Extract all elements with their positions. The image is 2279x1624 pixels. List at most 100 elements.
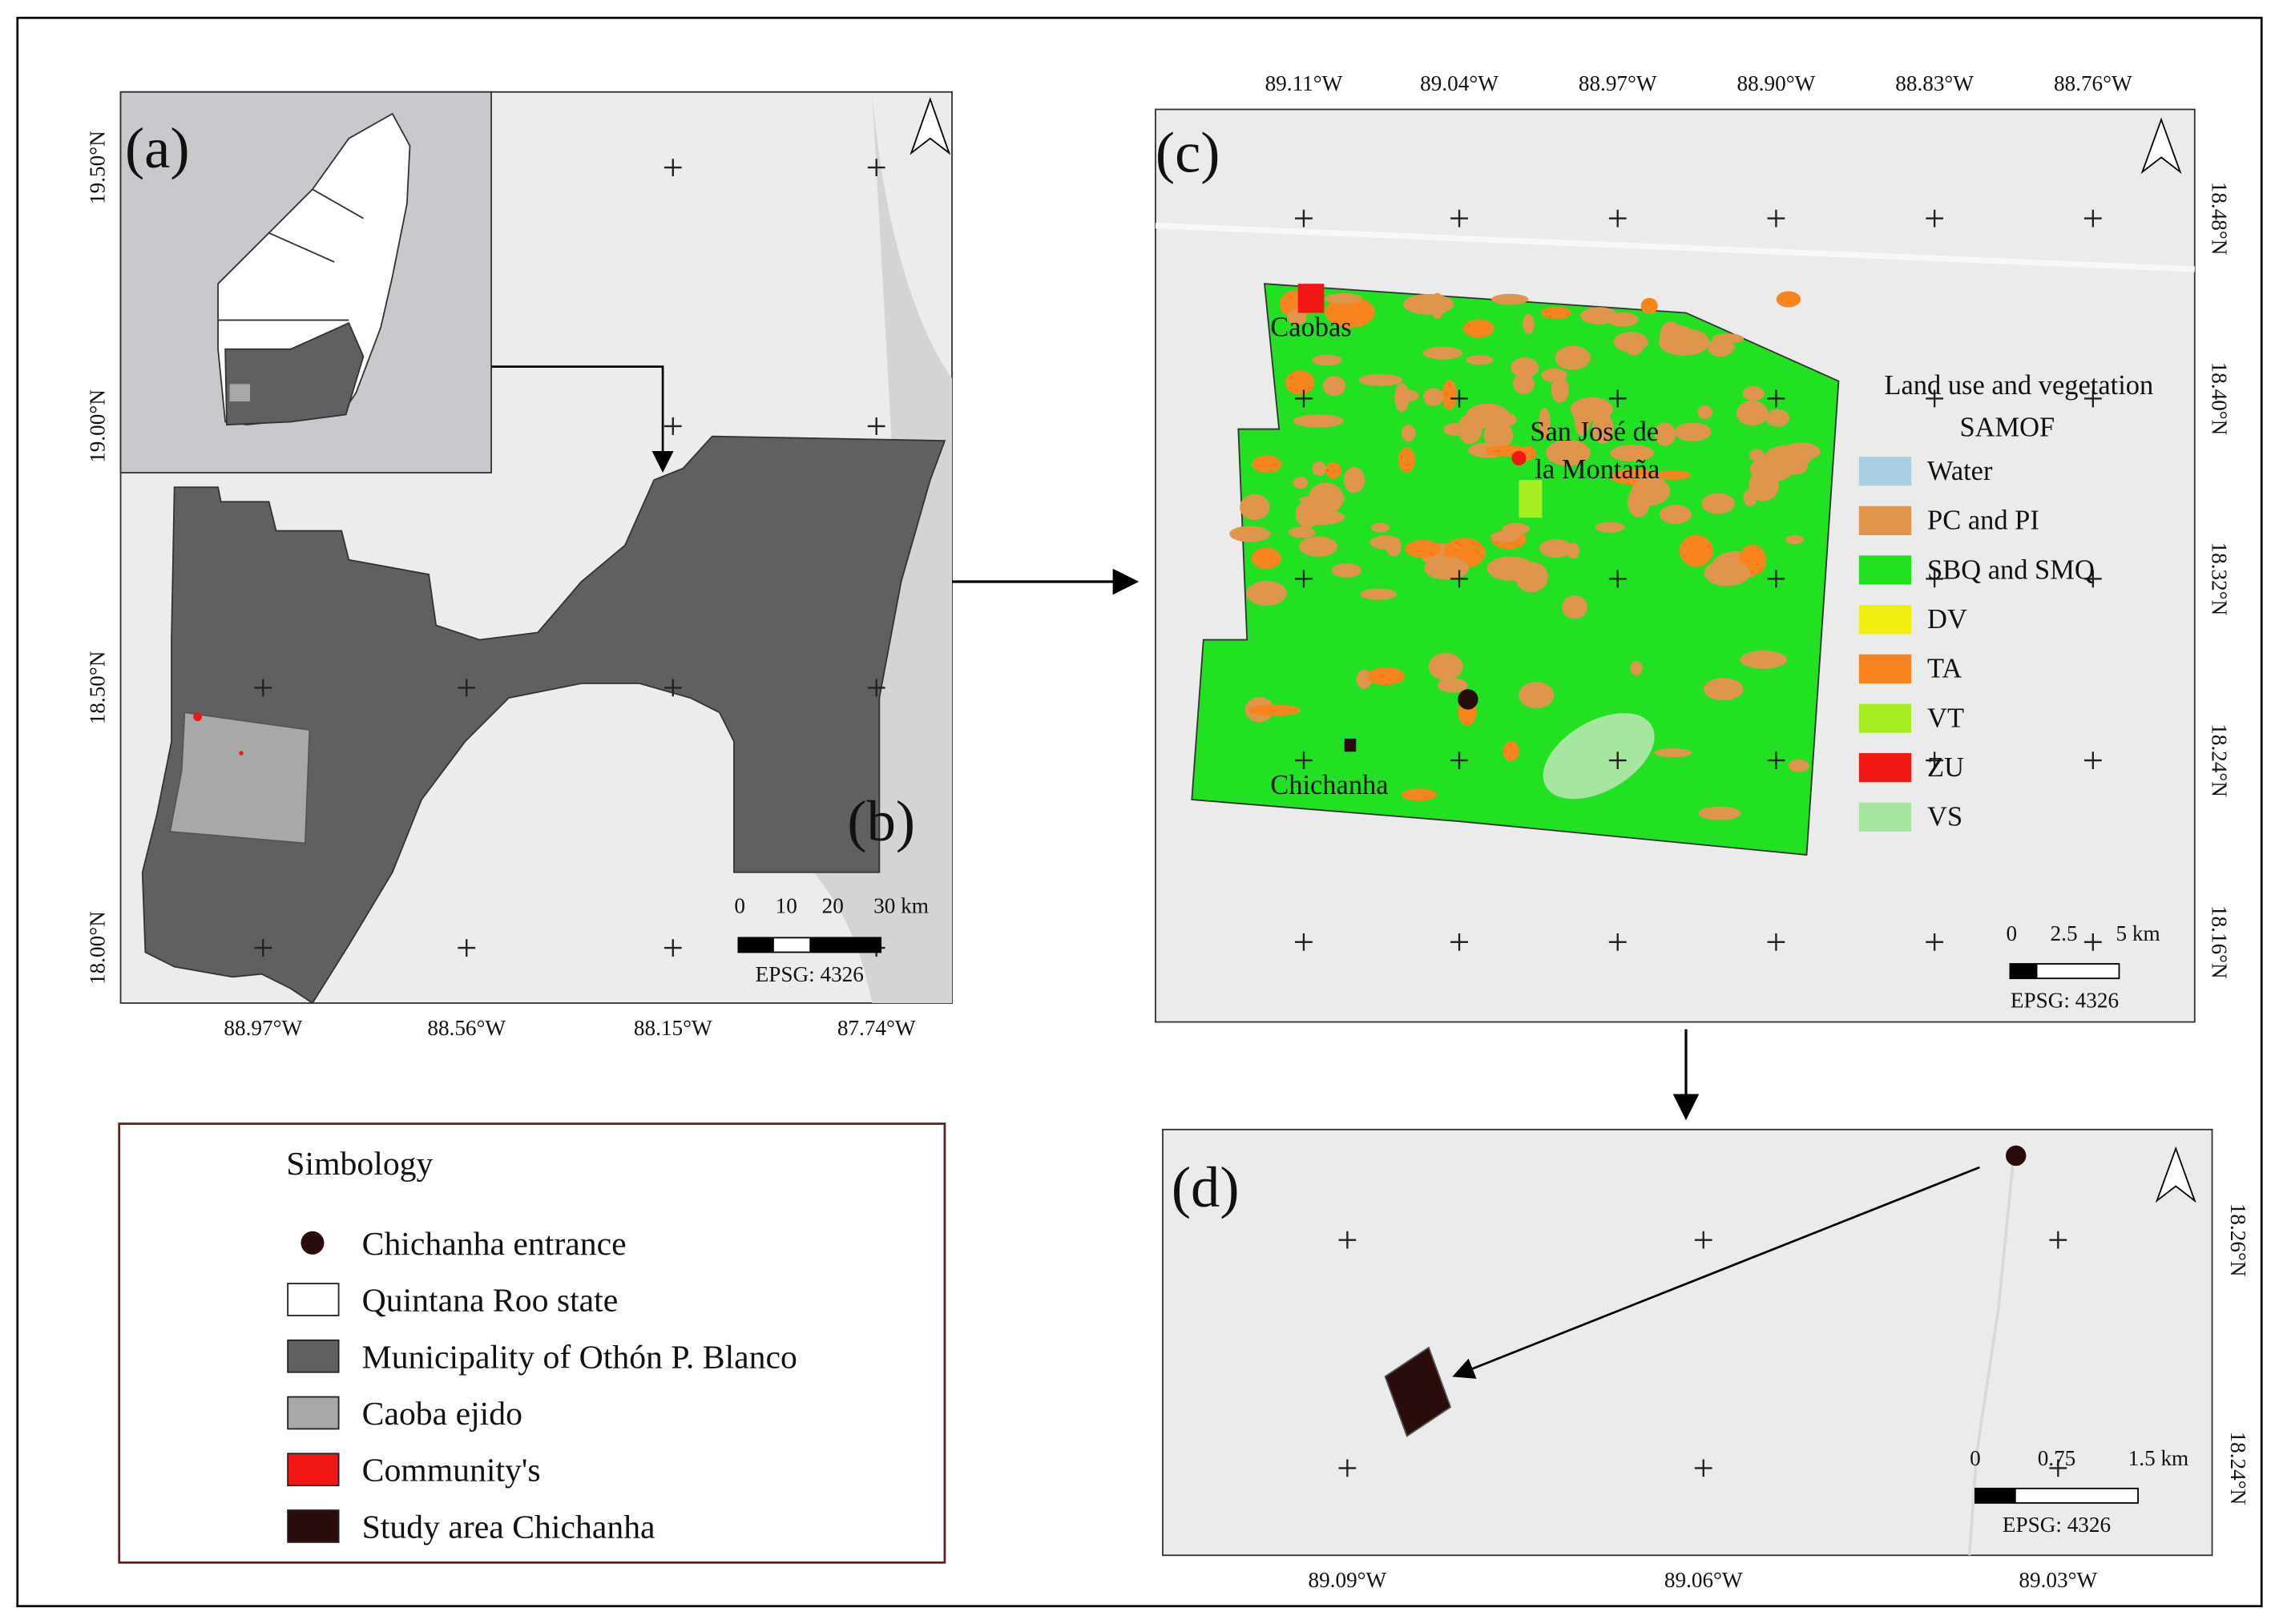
legend-swatch (1858, 654, 1912, 683)
landuse-patch (1776, 291, 1801, 308)
legend-swatch (1858, 802, 1912, 832)
landuse-patch (1401, 425, 1416, 442)
landuse-patch (1674, 422, 1712, 441)
landuse-patch (1293, 414, 1344, 428)
landuse-patch (1765, 409, 1790, 427)
landuse-patch (1658, 328, 1710, 356)
landuse-patch (1360, 588, 1397, 600)
crs-label: EPSG: 4326 (2003, 1513, 2111, 1537)
arrow (491, 365, 674, 473)
landuse-patch (1423, 388, 1444, 406)
landuse-patch (1240, 494, 1270, 521)
lon-label: 89.09°W (1309, 1568, 1387, 1592)
landuse-patch (1325, 296, 1375, 328)
simbology-label: Quintana Roo state (362, 1283, 619, 1320)
landuse-patch (1785, 535, 1805, 545)
landuse-patch (1405, 539, 1442, 558)
grid-cross (2083, 752, 2102, 769)
grid-cross (1295, 209, 1313, 228)
landuse-patch (1458, 413, 1482, 445)
grid-cross (1926, 933, 1944, 951)
landuse-patch (1640, 297, 1658, 315)
landuse-patch (1555, 345, 1591, 370)
landuse-patch (1503, 740, 1519, 762)
landuse-patch (1697, 405, 1713, 419)
grid-cross (1608, 389, 1627, 408)
lat-label: 18.26°N (2226, 1203, 2250, 1277)
landuse-patch (1386, 536, 1402, 557)
landuse-patch (1742, 386, 1765, 401)
legend-label: ZU (1927, 752, 1964, 783)
landuse-patch (1293, 477, 1309, 490)
municipality (141, 435, 946, 1005)
simbology-label: Caoba ejido (362, 1396, 522, 1433)
landuse-patch (1325, 292, 1362, 304)
grid-cross (1926, 209, 1944, 228)
lon-label: 87.74°W (837, 1016, 916, 1040)
grid-cross (1608, 752, 1627, 769)
landuse-patch (1402, 293, 1454, 315)
grid-cross (1295, 752, 1313, 769)
legend-label: DV (1927, 604, 1967, 635)
panel-label: (d) (1172, 1155, 1240, 1219)
grid-cross (1608, 209, 1627, 228)
grid-cross (1338, 1459, 1357, 1477)
panel-label: (b) (847, 788, 915, 853)
symbol (287, 1453, 340, 1487)
north-arrow (2140, 117, 2182, 175)
study-area (1344, 738, 1357, 752)
entrance (2006, 1145, 2027, 1167)
landuse-patch (1246, 580, 1287, 606)
landuse-patch (1591, 413, 1614, 444)
landuse-patch (1358, 373, 1403, 386)
scale-label: 5 km (2116, 921, 2160, 945)
scale-label: 0 (2006, 921, 2017, 945)
landuse-patch (1370, 522, 1390, 533)
landuse-patch (1252, 455, 1282, 473)
lon-label: 88.83°W (1895, 71, 1974, 95)
inset-ejido (229, 384, 250, 402)
landuse-patch (1484, 445, 1533, 457)
landuse-patch (1462, 319, 1494, 338)
simbology-label: Chichanha entrance (362, 1226, 627, 1263)
landuse-patch (1442, 380, 1457, 410)
legend-swatch (1858, 703, 1912, 733)
grid-cross (1767, 933, 1785, 951)
place-label: San José de (1530, 417, 1659, 447)
scale-bar (809, 937, 881, 953)
place-label: Chichanha (1270, 770, 1388, 800)
legend-label: PC and PI (1927, 506, 2039, 536)
landuse-patch (1698, 806, 1741, 820)
lat-label: 18.24°N (2226, 1432, 2250, 1505)
landuse-patches (1229, 290, 1821, 820)
landuse-patch (1631, 476, 1671, 506)
landuse-patch (1401, 788, 1438, 801)
lon-label: 88.56°W (427, 1016, 506, 1040)
lon-label: 88.15°W (634, 1016, 712, 1040)
landuse-patch (1523, 313, 1535, 334)
inset-municipality (224, 321, 365, 426)
landuse-patch (1437, 678, 1468, 693)
grid-cross (1295, 389, 1313, 408)
landuse-patch (1229, 526, 1271, 542)
legend-swatch (1858, 457, 1912, 486)
landuse-patch (1740, 650, 1787, 669)
north-arrow (2155, 1146, 2196, 1203)
grid-cross (1767, 752, 1785, 769)
grid-cross (1450, 933, 1468, 951)
landuse-patch (1595, 522, 1625, 533)
community (193, 712, 203, 722)
grid-cross (1694, 1231, 1712, 1249)
lat-label: 18.50°N (86, 651, 110, 724)
landuse-patch (1587, 398, 1603, 411)
lon-label: 88.97°W (1579, 71, 1657, 95)
grid-cross (1295, 570, 1313, 588)
landuse-patch (1322, 376, 1346, 397)
grid-cross (2083, 389, 2102, 408)
scale-label: 10 (776, 894, 797, 918)
landuse-patch (1630, 661, 1643, 676)
landuse-patch (1579, 307, 1618, 324)
landuse-patch (1704, 559, 1750, 586)
landuse-patch (1466, 355, 1494, 365)
